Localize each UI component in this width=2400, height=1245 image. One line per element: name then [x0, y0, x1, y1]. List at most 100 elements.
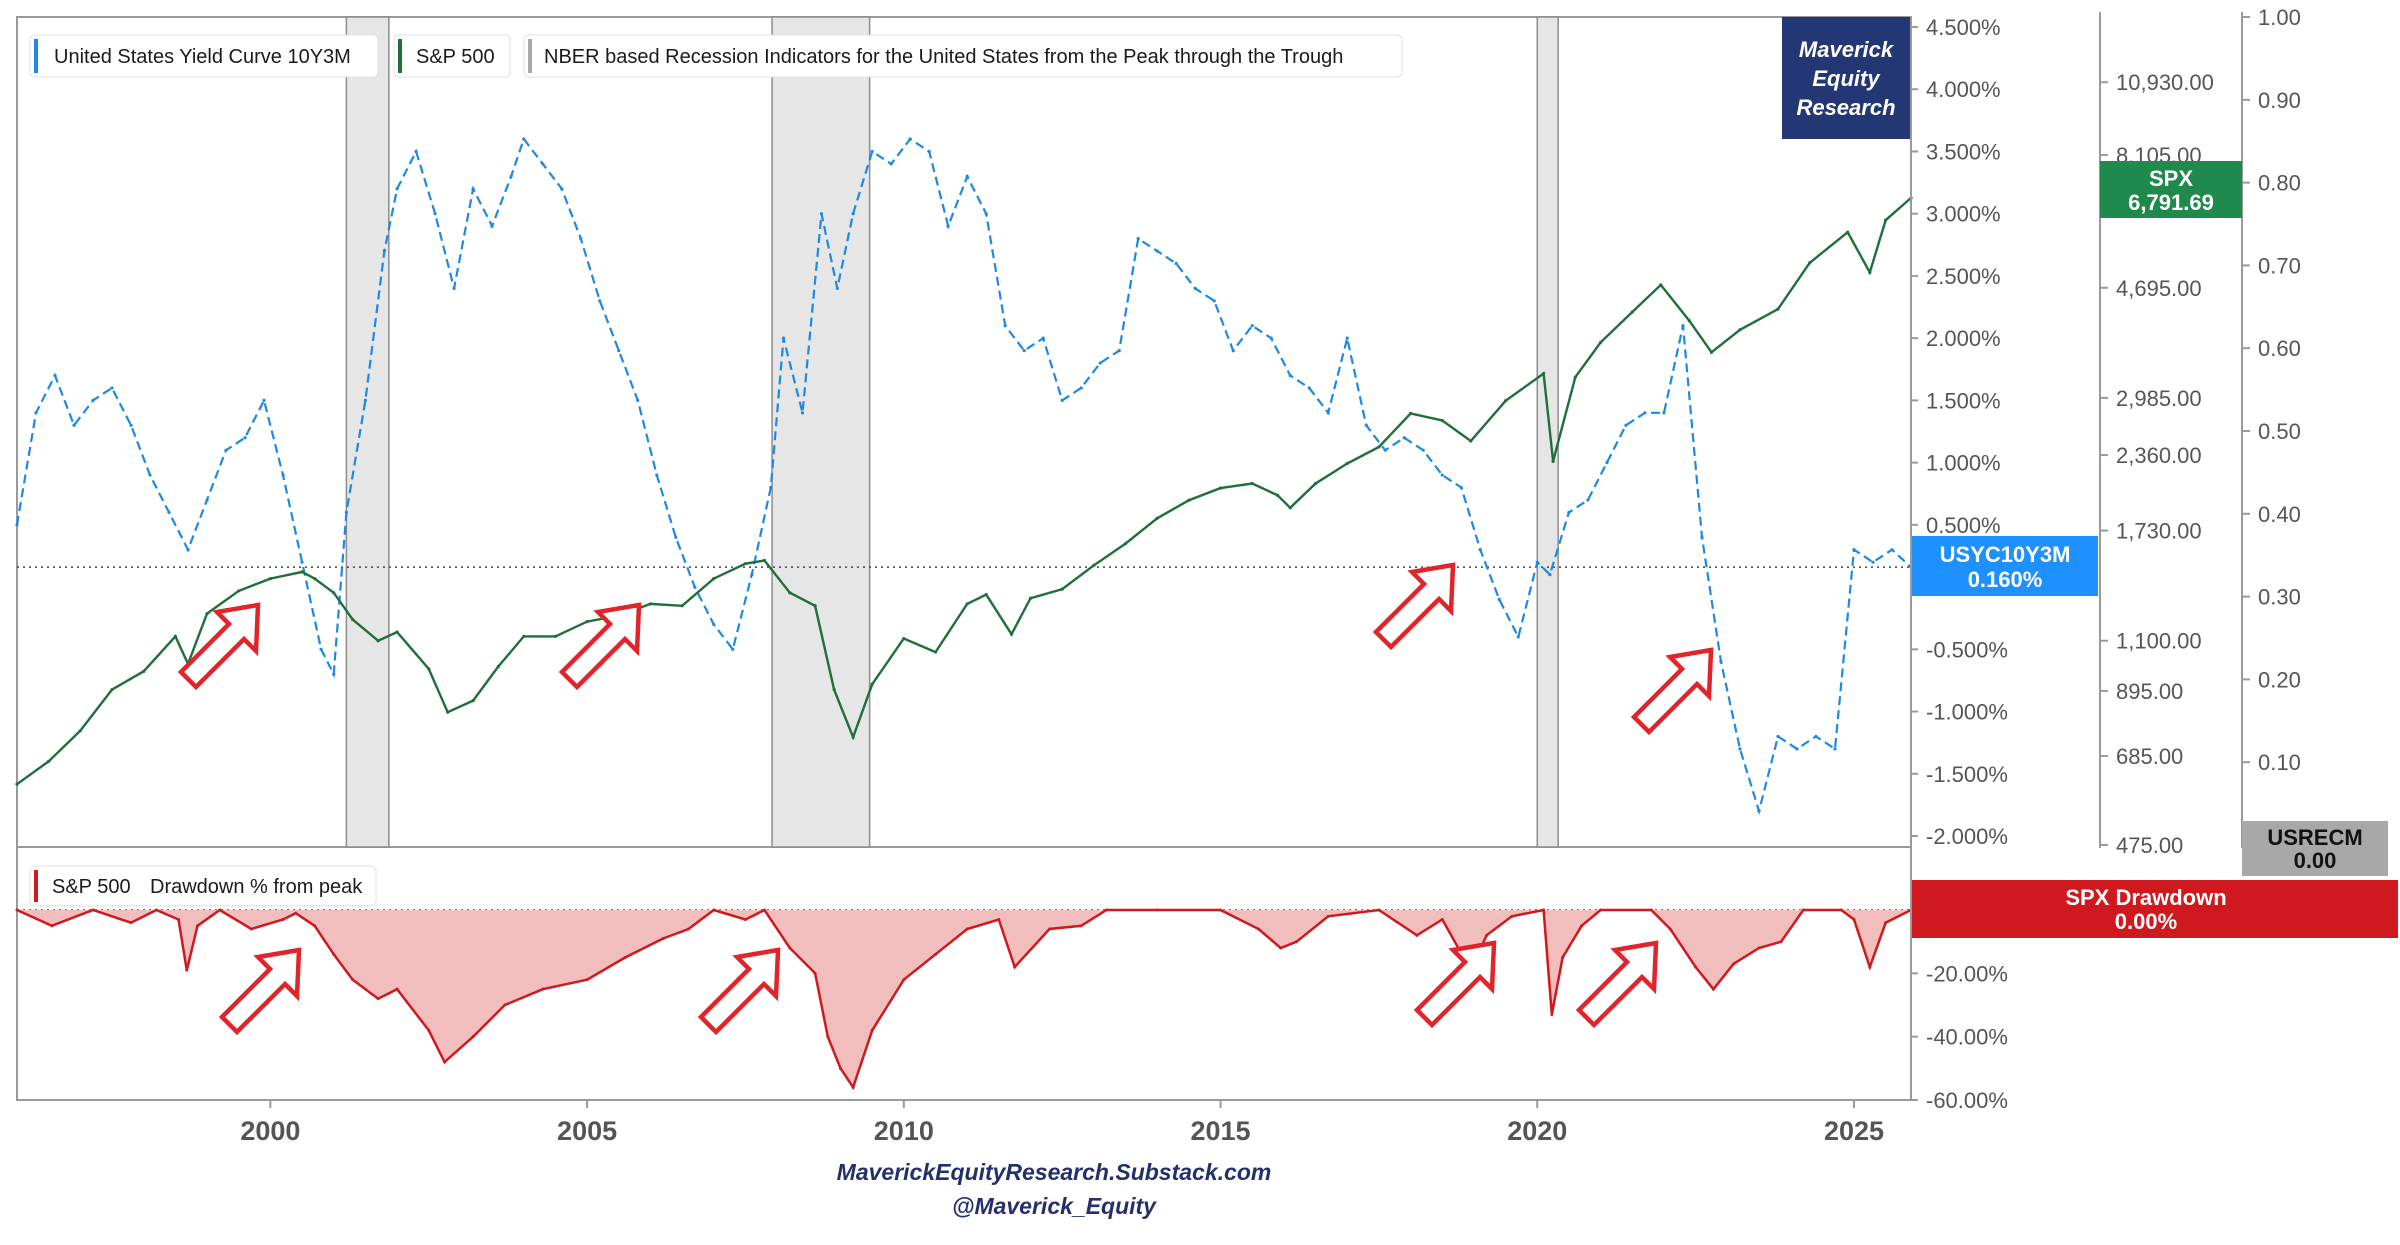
yield-point	[1079, 386, 1083, 390]
yield-point	[1212, 299, 1216, 303]
spx-point	[332, 591, 336, 595]
yield-point	[1269, 336, 1273, 340]
drawdown-point	[1105, 908, 1109, 912]
spx-point	[1542, 371, 1546, 376]
spx-point	[1659, 283, 1663, 287]
yield-point	[1383, 448, 1387, 452]
footer-site[interactable]: MaverickEquityResearch.Substack.com	[837, 1159, 1272, 1185]
spx-point	[1187, 498, 1191, 502]
spx-point	[648, 602, 653, 606]
drawdown-point	[1219, 908, 1223, 912]
yield-point	[1662, 411, 1666, 415]
spx-point	[712, 577, 716, 581]
yield-point	[965, 174, 969, 178]
spx-point	[395, 630, 399, 634]
yield-point	[1459, 485, 1463, 490]
yield-tick-label: -2.000%	[1926, 824, 2008, 849]
yield-point	[712, 622, 716, 627]
spx-tick-label: 685.00	[2116, 744, 2183, 769]
yield-badge-value: 0.160%	[1968, 567, 2043, 592]
yield-point	[984, 212, 988, 216]
yield-point	[1548, 573, 1552, 577]
drawdown-point	[870, 1028, 874, 1032]
spx-badge-title: SPX	[2149, 166, 2193, 191]
yield-point	[1288, 373, 1292, 378]
yield-point	[731, 647, 735, 651]
drawdown-point	[997, 918, 1001, 921]
yield-point	[1022, 349, 1026, 353]
yield-point	[205, 498, 209, 502]
yield-point	[655, 473, 659, 477]
spx-point	[1884, 218, 1888, 222]
yield-point	[363, 398, 367, 402]
drawdown-point	[1868, 965, 1872, 969]
spx-point	[496, 664, 501, 668]
drawdown-point	[129, 921, 133, 925]
spx-badge-value: 6,791.69	[2128, 190, 2214, 215]
yield-point	[1776, 734, 1780, 739]
yield-point	[1681, 324, 1685, 328]
axis-ticks: 4.500% 4.000% 3.500% 3.000% 2.500% 2.000% 1.50…	[240, 5, 2300, 1146]
recession-band-3	[1536, 16, 1559, 848]
yield-point	[53, 373, 57, 378]
drawdown-point	[933, 952, 937, 956]
yield-point	[617, 349, 621, 353]
legend-item-yield-label: United States Yield Curve 10Y3M	[54, 46, 351, 68]
maverick-logo: Maverick Equity Research	[1782, 17, 1910, 139]
logo-line-2: Equity	[1812, 66, 1881, 91]
drawdown-point	[218, 908, 222, 912]
spx-point	[300, 570, 304, 574]
drawdown-point	[1013, 965, 1017, 969]
spx-point	[902, 636, 906, 641]
yield-point	[1516, 635, 1520, 639]
drawdown-point	[965, 927, 969, 931]
yield-point	[1250, 324, 1254, 328]
spx-point	[1377, 445, 1381, 449]
main-panel-frame	[16, 16, 1912, 848]
drawdown-point	[838, 1066, 842, 1070]
yield-point	[1643, 411, 1647, 415]
yield-point	[579, 236, 583, 241]
drawdown-point	[1326, 914, 1330, 918]
spx-point	[1687, 319, 1691, 323]
drawdown-point	[294, 911, 298, 915]
yield-point	[835, 286, 839, 290]
yield-point	[1326, 411, 1330, 415]
x-tick-label: 2020	[1507, 1116, 1567, 1146]
drawdown-point	[1801, 908, 1805, 912]
yield-point	[1136, 236, 1140, 241]
yield-tick-label: -0.500%	[1926, 637, 2008, 662]
drawdown-legend-series: S&P 500	[52, 876, 131, 898]
drawdown-point	[177, 918, 181, 921]
x-tick-label: 2010	[874, 1116, 934, 1146]
annotation-arrow-1	[177, 602, 261, 691]
yield-point	[1098, 361, 1102, 365]
spx-point	[813, 604, 817, 608]
x-tick-label: 2015	[1191, 1116, 1251, 1146]
spx-point	[142, 669, 146, 673]
drawdown-point	[1694, 965, 1698, 969]
yield-point	[560, 187, 564, 191]
spx-point	[471, 699, 475, 703]
drawdown-point	[503, 1003, 507, 1007]
drawdown-point	[1415, 933, 1419, 937]
drawdown-point	[471, 1035, 475, 1039]
yield-point	[800, 411, 805, 415]
drawdown-tick-label: -60.00%	[1926, 1088, 2008, 1113]
legend-item-recession-swatch	[528, 39, 532, 73]
footer-handle[interactable]: @Maverick_Equity	[952, 1193, 1157, 1219]
spx-point	[313, 577, 317, 581]
spx-point	[743, 562, 748, 566]
spx-point	[1123, 541, 1128, 546]
drawdown-point	[196, 924, 200, 928]
yield-point	[1738, 747, 1742, 751]
drawdown-plot	[15, 908, 1913, 1091]
spx-point	[427, 667, 431, 671]
yield-point	[1402, 436, 1406, 440]
yield-tick-label: 3.500%	[1926, 139, 2001, 164]
drawdown-point	[902, 978, 906, 982]
yield-point	[1700, 535, 1704, 539]
annotation-arrow-2	[558, 602, 642, 691]
drawdown-point	[1485, 933, 1489, 937]
